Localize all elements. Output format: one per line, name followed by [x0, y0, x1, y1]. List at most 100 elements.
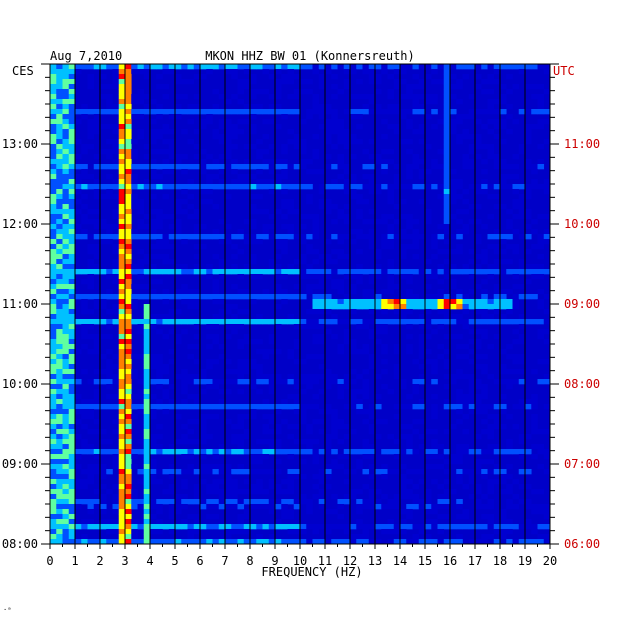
heat-cell — [256, 169, 263, 175]
heat-cell — [87, 294, 95, 300]
heat-cell — [506, 414, 513, 420]
heat-cell — [156, 384, 163, 390]
heat-cell — [531, 529, 538, 535]
heat-cell — [87, 474, 95, 480]
heat-cell — [62, 174, 70, 180]
heat-cell — [125, 499, 132, 505]
heat-cell — [350, 344, 357, 350]
heat-cell — [50, 299, 57, 305]
heat-cell — [312, 299, 320, 305]
heat-cell — [168, 164, 176, 170]
heat-cell — [306, 504, 313, 510]
heat-cell — [475, 299, 482, 305]
heat-cell — [150, 224, 157, 230]
heat-cell — [175, 289, 182, 295]
heat-cell — [493, 119, 501, 125]
heat-cell — [237, 374, 245, 380]
heat-cell — [287, 484, 295, 490]
heat-cell — [518, 449, 526, 455]
heat-cell — [150, 449, 157, 455]
heat-cell — [250, 339, 257, 345]
heat-cell — [368, 354, 376, 360]
heat-cell — [193, 539, 201, 544]
heat-cell — [262, 469, 270, 475]
heat-cell — [400, 229, 407, 235]
heat-cell — [237, 379, 245, 385]
heat-cell — [525, 264, 532, 270]
heat-cell — [87, 249, 95, 255]
heat-cell — [250, 129, 257, 135]
heat-cell — [150, 219, 157, 225]
heat-cell — [212, 469, 220, 475]
heat-cell — [443, 239, 451, 245]
heat-cell — [137, 209, 145, 215]
heat-cell — [187, 269, 195, 275]
heat-cell — [475, 64, 482, 70]
heat-cell — [425, 319, 432, 325]
heat-cell — [506, 164, 513, 170]
heat-cell — [368, 94, 376, 100]
heat-cell — [181, 379, 188, 385]
heat-cell — [387, 214, 395, 220]
heat-cell — [400, 384, 407, 390]
heat-cell — [193, 294, 201, 300]
heat-cell — [493, 404, 501, 410]
heat-cell — [231, 489, 238, 495]
heat-cell — [543, 539, 550, 544]
heat-cell — [162, 404, 170, 410]
heat-cell — [68, 114, 76, 120]
heat-cell — [462, 304, 470, 310]
heat-cell — [125, 514, 132, 520]
heat-cell — [437, 504, 445, 510]
heat-cell — [200, 124, 207, 130]
heat-cell — [400, 489, 407, 495]
heat-cell — [112, 234, 120, 240]
heat-cell — [543, 239, 550, 245]
heat-cell — [181, 434, 188, 440]
heat-cell — [506, 369, 513, 375]
heat-cell — [131, 299, 138, 305]
heat-cell — [412, 269, 420, 275]
heat-cell — [493, 294, 501, 300]
heat-cell — [462, 429, 470, 435]
heat-cell — [506, 184, 513, 190]
heat-cell — [268, 104, 276, 110]
heat-cell — [425, 454, 432, 460]
heat-cell — [56, 79, 63, 85]
heat-cell — [125, 259, 132, 265]
heat-cell — [368, 489, 376, 495]
heat-cell — [62, 164, 70, 170]
heat-cell — [250, 524, 257, 530]
heat-cell — [456, 399, 463, 405]
heat-cell — [312, 474, 320, 480]
heat-cell — [156, 519, 163, 525]
heat-cell — [50, 159, 57, 165]
heat-cell — [512, 294, 520, 300]
heat-cell — [525, 269, 532, 275]
heat-cell — [525, 129, 532, 135]
heat-cell — [387, 539, 395, 544]
heat-cell — [231, 294, 238, 300]
heat-cell — [350, 239, 357, 245]
heat-cell — [393, 269, 401, 275]
heat-cell — [143, 179, 151, 185]
heat-cell — [81, 174, 88, 180]
heat-cell — [206, 414, 213, 420]
heat-cell — [225, 369, 232, 375]
heat-cell — [312, 104, 320, 110]
heat-cell — [443, 179, 451, 185]
heat-cell — [93, 119, 101, 125]
heat-cell — [318, 429, 326, 435]
heat-cell — [131, 264, 138, 270]
heat-cell — [156, 84, 163, 90]
heat-cell — [431, 164, 438, 170]
heat-cell — [356, 79, 363, 85]
heat-cell — [106, 194, 113, 200]
heat-cell — [156, 524, 163, 530]
heat-cell — [231, 404, 238, 410]
heat-cell — [175, 184, 182, 190]
heat-cell — [156, 509, 163, 515]
heat-cell — [256, 404, 263, 410]
heat-cell — [50, 379, 57, 385]
heat-cell — [193, 299, 201, 305]
